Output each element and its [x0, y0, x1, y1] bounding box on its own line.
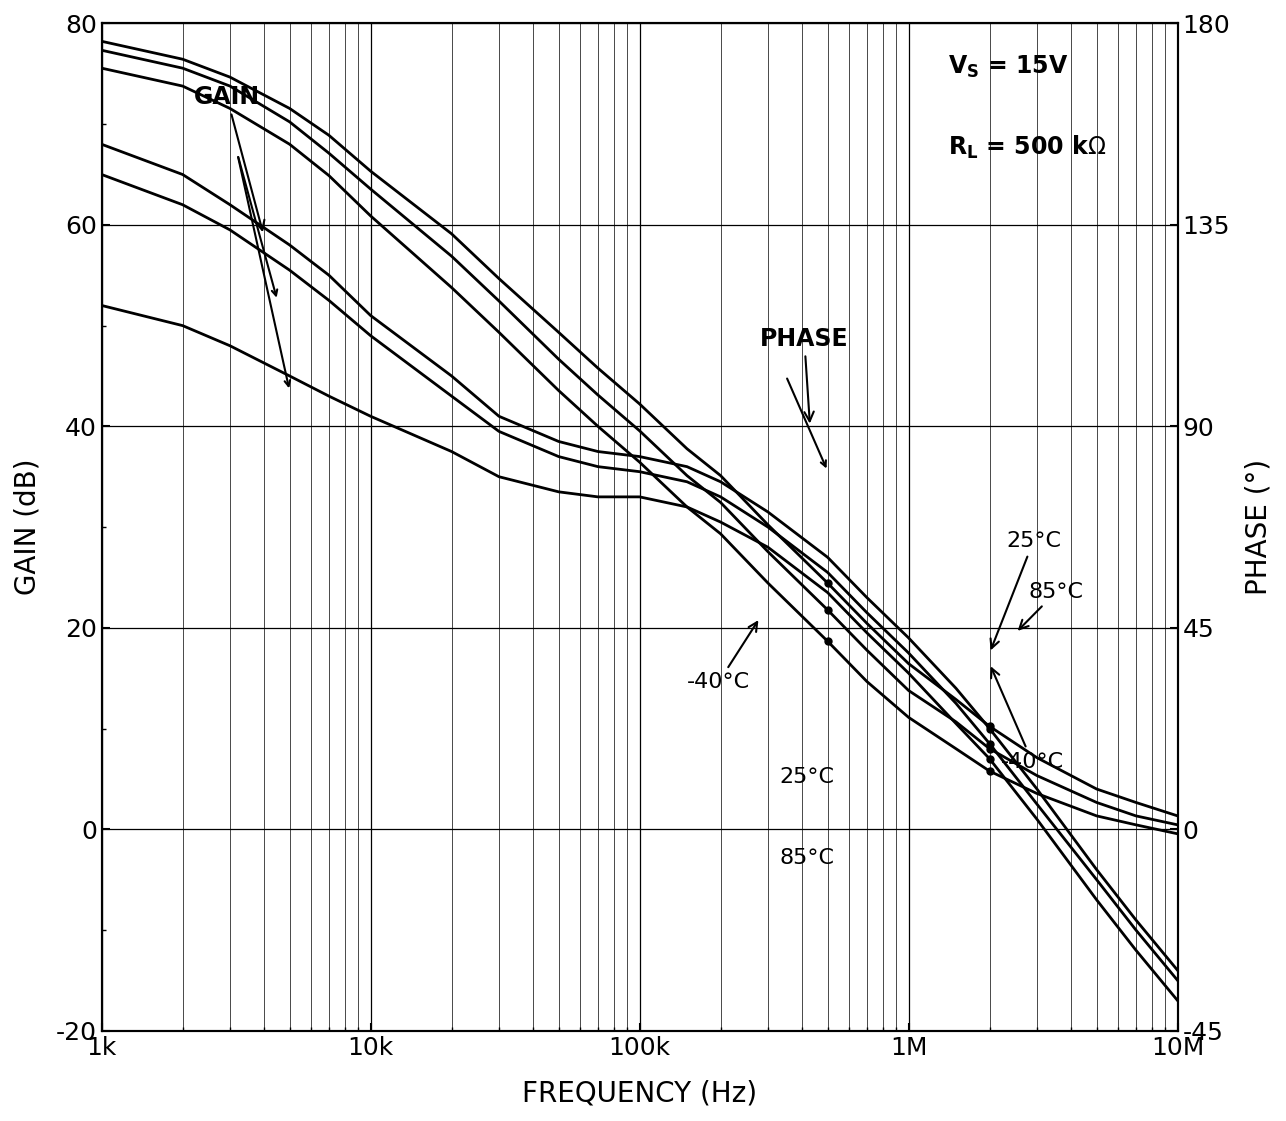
Text: PHASE: PHASE	[760, 326, 849, 421]
Y-axis label: PHASE (°): PHASE (°)	[1244, 458, 1272, 595]
Text: 25°C: 25°C	[779, 768, 835, 787]
Text: $\mathregular{V_S}$ = 15V: $\mathregular{V_S}$ = 15V	[948, 54, 1069, 80]
Text: 85°C: 85°C	[1020, 582, 1084, 629]
Text: 25°C: 25°C	[990, 531, 1061, 648]
Text: 85°C: 85°C	[779, 847, 835, 868]
Y-axis label: GAIN (dB): GAIN (dB)	[14, 458, 42, 595]
Text: -40°C: -40°C	[687, 622, 757, 693]
Text: -40°C: -40°C	[992, 668, 1064, 771]
Text: $\mathregular{R_L}$ = 500 k$\Omega$: $\mathregular{R_L}$ = 500 k$\Omega$	[948, 135, 1106, 161]
X-axis label: FREQUENCY (Hz): FREQUENCY (Hz)	[522, 1080, 757, 1108]
Text: GAIN: GAIN	[194, 85, 265, 230]
